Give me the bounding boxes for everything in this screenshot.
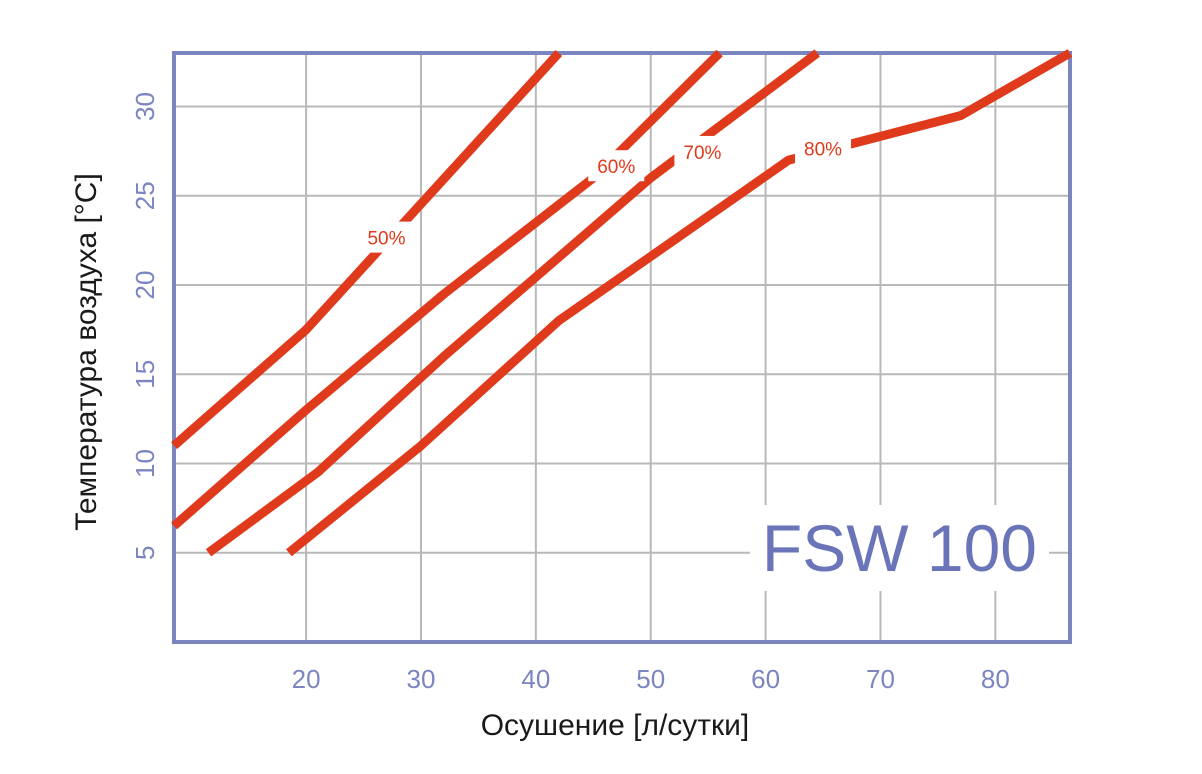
grid [174, 53, 1070, 642]
x-tick-label: 80 [981, 664, 1010, 694]
y-axis-ticks: 5 10 15 20 25 30 [130, 92, 160, 560]
curve-80-percent [286, 49, 1073, 557]
x-tick-label: 60 [751, 664, 780, 694]
curve-label-background [358, 221, 415, 253]
curve-labels: 50% 60% 70% 80% [358, 132, 852, 253]
curve-70-percent [205, 49, 820, 557]
curve-label: 80% [804, 139, 842, 160]
y-tick-label: 25 [130, 181, 160, 210]
curve-50-percent [171, 49, 563, 450]
curve-label: 70% [683, 143, 721, 164]
x-tick-label: 40 [521, 664, 550, 694]
y-tick-label: 15 [130, 360, 160, 389]
curve-label-background [674, 135, 731, 167]
x-axis-label: Осушение [л/сутки] [481, 709, 750, 742]
curve-label: 60% [597, 157, 635, 178]
model-label-group: FSW 100 [749, 505, 1049, 591]
y-tick-label: 5 [130, 546, 160, 560]
x-tick-label: 30 [407, 664, 436, 694]
y-axis-label: Температура воздуха [°C] [70, 173, 103, 531]
curve-label-background [588, 150, 645, 182]
curve-label-background [795, 132, 852, 164]
curve-label: 50% [367, 229, 405, 250]
curve-60-percent [171, 49, 723, 530]
y-tick-label: 20 [130, 271, 160, 300]
x-tick-label: 50 [636, 664, 665, 694]
x-tick-label: 70 [866, 664, 895, 694]
y-tick-label: 30 [130, 92, 160, 121]
model-label: FSW 100 [762, 511, 1037, 585]
plot-frame [172, 51, 1072, 644]
y-tick-label: 10 [130, 449, 160, 478]
curves [171, 49, 1073, 557]
x-axis-ticks: 20 30 40 50 60 70 80 [292, 664, 1010, 694]
x-tick-label: 20 [292, 664, 321, 694]
